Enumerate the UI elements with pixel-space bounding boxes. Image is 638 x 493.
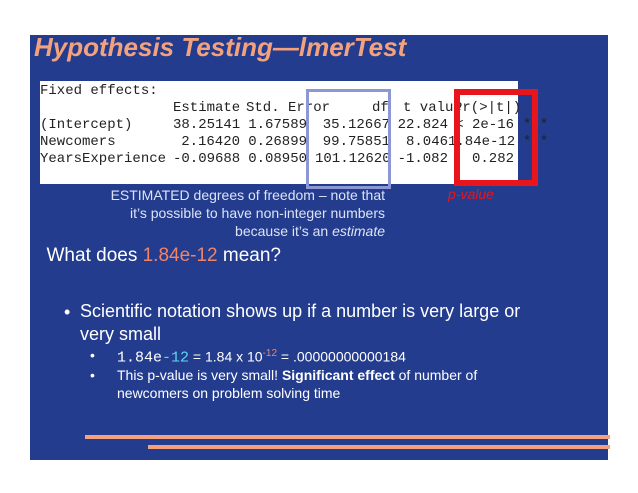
column-header: Pr(>|t|) [454, 100, 522, 116]
df-cell: 101.12620 [315, 151, 391, 167]
df-note-line: because it’s an estimate [55, 222, 385, 240]
t-value-cell: -1.082 [397, 151, 448, 167]
bullet-marker: • [90, 367, 95, 383]
std-error-cell: 0.26899 [248, 134, 307, 150]
exponent-superscript: -12 [262, 348, 278, 359]
t-value-cell: 8.046 [405, 134, 448, 150]
equation-middle: = 1.84 x 10 [189, 348, 263, 365]
decorative-line [148, 445, 610, 449]
decorative-line [85, 435, 610, 439]
table-heading: Fixed effects: [40, 83, 158, 99]
df-note-line: ESTIMATED degrees of freedom – note that [110, 187, 385, 203]
df-annotation: ESTIMATED degrees of freedom – note that… [55, 186, 385, 240]
table-row: YearsExperience -0.09688 0.08950 101.126… [40, 151, 518, 304]
estimate-cell: 2.16420 [181, 134, 240, 150]
bullet-marker: • [64, 302, 71, 322]
estimate-cell: 38.25141 [173, 117, 241, 133]
p-value-cell: 1.84e-12 [448, 134, 516, 150]
fixed-effects-table: Fixed effects: Estimate Std. Error df t … [40, 81, 548, 184]
p-value-label: p-value [448, 186, 494, 202]
row-label: YearsExperience [40, 151, 167, 167]
row-label: Newcomers [40, 134, 116, 150]
df-note-line: it’s possible to have non-integer number… [129, 205, 385, 221]
significance-bold: Significant effect [281, 367, 395, 383]
df-note-text: because it’s an [235, 223, 333, 239]
row-label: (Intercept) [40, 117, 133, 133]
question-suffix: mean? [217, 245, 281, 266]
slide-title: Hypothesis Testing—lmerTest [34, 32, 407, 62]
std-error-cell: 0.08950 [248, 151, 307, 167]
bullet-notation-example: 1.84e-12 = 1.84 x 10-12 = .0000000000018… [117, 345, 517, 368]
column-header: t value [403, 100, 462, 116]
std-error-cell: 1.67589 [248, 117, 307, 133]
p-value-cell: 0.282 [471, 151, 514, 167]
bullet-scientific-notation: Scientific notation shows up if a number… [80, 301, 521, 344]
equation-result: = .00000000000184 [277, 348, 406, 365]
column-header: Std. Error [246, 100, 331, 116]
bullet-marker: • [24, 245, 31, 266]
mono-exponent: -12 [162, 349, 190, 367]
significance-prefix: This p-value is very small! [117, 367, 282, 383]
df-cell: 99.75851 [322, 134, 390, 150]
df-note-emphasis: estimate [332, 223, 385, 239]
significance-suffix: of number of newcomers on problem solvin… [117, 367, 478, 401]
bullet-marker: • [90, 347, 95, 363]
mono-number: 1.84e [117, 349, 163, 367]
t-value-cell: 22.824 [397, 117, 448, 133]
table-header-row: Estimate Std. Error df t value Pr(>|t|) [40, 100, 522, 219]
df-cell: 35.12667 [322, 117, 390, 133]
p-value-highlight-box [454, 89, 538, 186]
column-header: Estimate [173, 100, 241, 116]
highlighted-number: 1.84e-12 [142, 245, 218, 266]
df-highlight-box [306, 89, 391, 189]
estimate-cell: -0.09688 [173, 151, 241, 167]
table-row: Newcomers 2.16420 0.26899 99.75851 8.046… [40, 134, 548, 287]
question-prefix: What does [46, 245, 143, 266]
bullet-question: • What does 1.84e-12 mean? [24, 245, 281, 267]
column-header: df [372, 100, 389, 116]
bullet-significance: This p-value is very small! Significant … [117, 366, 517, 402]
